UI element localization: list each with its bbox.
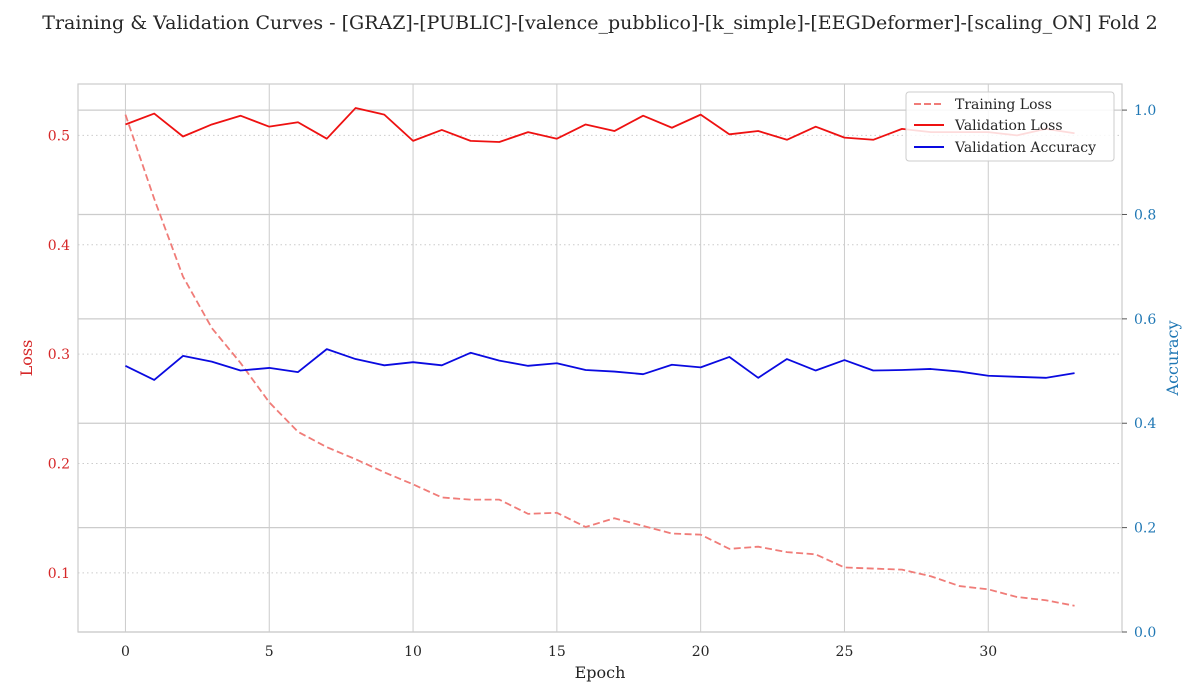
x-tick-label: 0 <box>121 644 130 660</box>
x-tick-label: 15 <box>548 644 566 660</box>
x-tick-label: 20 <box>692 644 710 660</box>
right-y-tick-label: 0.2 <box>1134 521 1156 537</box>
left-y-tick-label: 0.1 <box>48 566 70 582</box>
left-y-tick-label: 0.3 <box>48 347 70 363</box>
right-y-tick-label: 0.4 <box>1134 416 1156 432</box>
right-y-tick-label: 1.0 <box>1134 103 1156 119</box>
x-axis-label: Epoch <box>575 663 626 682</box>
series-layer <box>124 107 1075 607</box>
legend: Training Loss Validation Loss Validation… <box>905 91 1115 162</box>
legend-box <box>905 91 1115 162</box>
left-y-tick-label: 0.2 <box>48 457 70 473</box>
right-y-tick-label: 0.8 <box>1134 207 1156 223</box>
chart-title: Training & Validation Curves - [GRAZ]-[P… <box>42 12 1157 34</box>
legend-label-validation-loss: Validation Loss <box>954 118 1063 134</box>
tick-layer: 0 5 10 15 20 25 30 0.1 0.2 0.3 0.4 0.5 0.0 0.2 0.4 0.6 0… <box>48 103 1157 660</box>
x-tick-label: 30 <box>979 644 997 660</box>
right-axis-label: Accuracy <box>1163 321 1182 397</box>
right-y-tick-label: 0.0 <box>1134 625 1156 641</box>
left-axis-label: Loss <box>17 340 36 377</box>
x-tick-label: 10 <box>404 644 422 660</box>
plot-frame <box>77 83 1123 633</box>
right-y-tick-label: 0.6 <box>1134 312 1156 328</box>
series-validation-accuracy <box>125 348 1075 381</box>
series-training-loss <box>124 114 1075 607</box>
x-tick-label: 5 <box>265 644 274 660</box>
legend-label-validation-accuracy: Validation Accuracy <box>954 140 1096 156</box>
x-tick-label: 25 <box>836 644 854 660</box>
left-y-tick-label: 0.5 <box>48 128 70 144</box>
left-y-tick-label: 0.4 <box>48 238 70 254</box>
legend-label-training-loss: Training Loss <box>955 97 1052 113</box>
grid-layer <box>78 84 1122 633</box>
